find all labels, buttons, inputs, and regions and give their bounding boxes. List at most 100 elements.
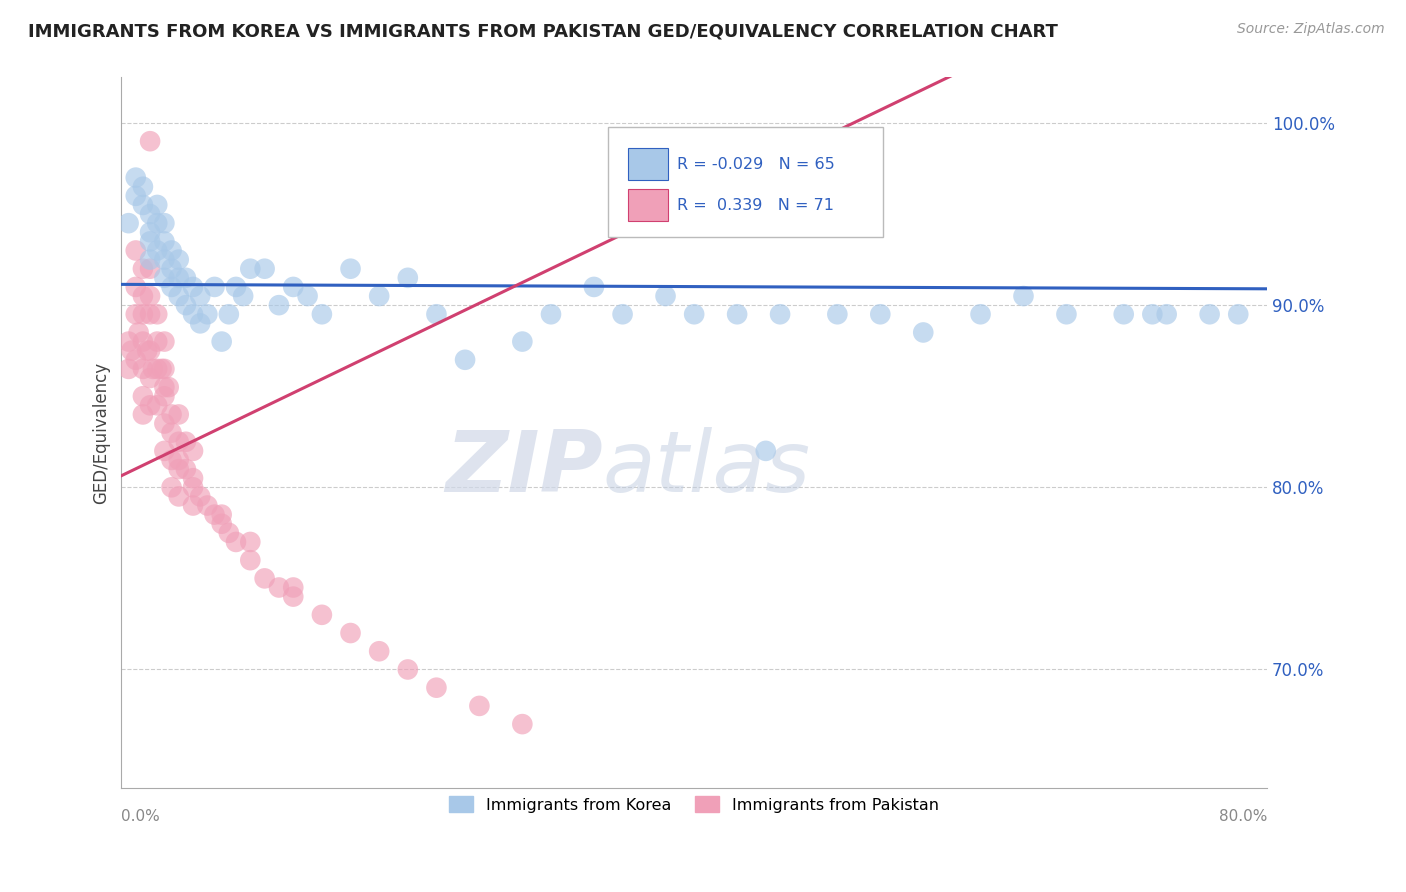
Point [139,235,162,249]
Point [725,307,748,321]
Point [132,261,155,276]
Point [368,289,391,303]
Point [139,134,162,148]
Point [174,298,197,312]
Point [612,307,634,321]
Text: R =  0.339   N = 71: R = 0.339 N = 71 [676,198,834,213]
Point [146,307,169,321]
Point [160,480,183,494]
Point [1142,307,1164,321]
Point [267,298,290,312]
Point [167,252,190,267]
Point [211,516,233,531]
Point [146,362,169,376]
Point [132,198,155,212]
Point [153,362,176,376]
Legend: Immigrants from Korea, Immigrants from Pakistan: Immigrants from Korea, Immigrants from P… [443,789,945,819]
Point [267,581,290,595]
Point [969,307,991,321]
Point [132,289,155,303]
Text: 0.0%: 0.0% [121,809,160,824]
Point [132,307,155,321]
Point [1112,307,1135,321]
Point [654,289,676,303]
Point [160,261,183,276]
Point [125,170,148,185]
Point [132,389,155,403]
Point [125,280,148,294]
Point [204,280,226,294]
Point [1156,307,1178,321]
Point [153,380,176,394]
Point [195,307,218,321]
Point [232,289,254,303]
Point [139,252,162,267]
FancyBboxPatch shape [609,128,883,237]
Point [181,280,204,294]
Point [755,443,778,458]
Point [121,343,143,358]
Point [125,189,148,203]
Point [146,198,169,212]
Point [218,307,240,321]
Point [204,508,226,522]
Point [211,508,233,522]
Point [139,207,162,221]
Point [160,244,183,258]
Point [153,389,176,403]
Point [167,490,190,504]
Point [1054,307,1077,321]
Point [153,216,176,230]
Point [153,334,176,349]
Point [125,352,148,367]
Point [139,289,162,303]
Point [283,590,305,604]
Point [174,462,197,476]
Point [425,681,447,695]
Text: atlas: atlas [603,426,810,509]
Point [167,270,190,285]
Point [297,289,319,303]
Point [225,535,247,549]
Point [253,571,276,585]
Point [153,270,176,285]
Point [167,462,190,476]
Point [181,307,204,321]
Point [174,434,197,449]
Point [146,244,169,258]
Point [117,216,139,230]
Point [139,343,162,358]
Point [311,607,333,622]
Point [396,270,419,285]
Point [132,408,155,422]
Point [869,307,891,321]
Bar [627,148,668,180]
Point [1227,307,1250,321]
Point [132,179,155,194]
Point [211,334,233,349]
Point [160,425,183,440]
Point [827,307,849,321]
Point [512,717,534,731]
Point [160,408,183,422]
Point [253,261,276,276]
Point [181,480,204,494]
Text: IMMIGRANTS FROM KOREA VS IMMIGRANTS FROM PAKISTAN GED/EQUIVALENCY CORRELATION CH: IMMIGRANTS FROM KOREA VS IMMIGRANTS FROM… [28,22,1057,40]
Point [683,307,706,321]
Point [139,398,162,412]
Point [139,371,162,385]
Point [188,490,211,504]
Point [160,280,183,294]
Point [167,408,190,422]
Point [368,644,391,658]
Point [167,434,190,449]
Point [128,326,150,340]
Point [167,453,190,467]
Point [142,362,165,376]
Point [582,280,605,294]
Point [139,225,162,239]
Point [425,307,447,321]
Point [283,280,305,294]
Text: R = -0.029   N = 65: R = -0.029 N = 65 [676,157,835,171]
Point [218,525,240,540]
